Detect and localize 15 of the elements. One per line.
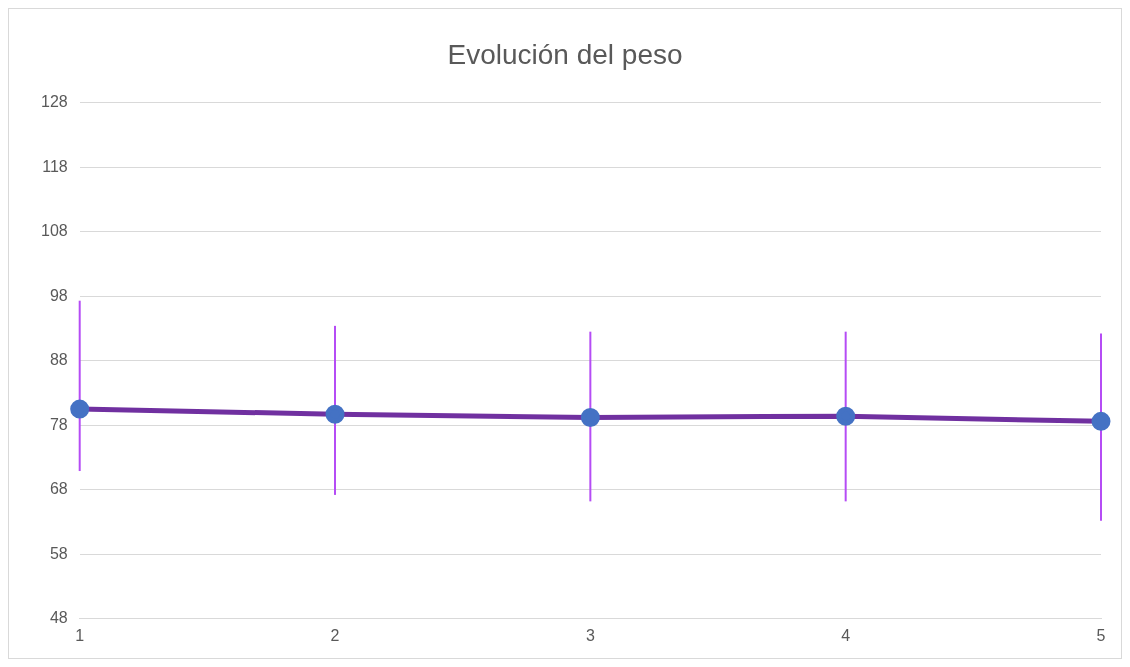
y-tick-label: 48 <box>49 609 68 627</box>
y-tick-label: 58 <box>49 544 68 562</box>
y-tick-label: 88 <box>49 351 68 369</box>
x-tick-label: 1 <box>75 626 85 644</box>
y-tick-label: 128 <box>40 93 68 111</box>
x-tick-label: 3 <box>585 626 595 644</box>
x-tick-label: 5 <box>1096 626 1106 644</box>
y-tick-label: 68 <box>49 480 68 498</box>
y-tick-label: 108 <box>40 222 68 240</box>
chart-title: Evolución del peso <box>447 38 683 70</box>
x-tick-label: 4 <box>841 626 851 644</box>
y-tick-label: 98 <box>49 286 68 304</box>
y-tick-label: 118 <box>42 157 68 175</box>
x-tick-label: 2 <box>330 626 340 644</box>
y-tick-label: 78 <box>49 415 68 433</box>
